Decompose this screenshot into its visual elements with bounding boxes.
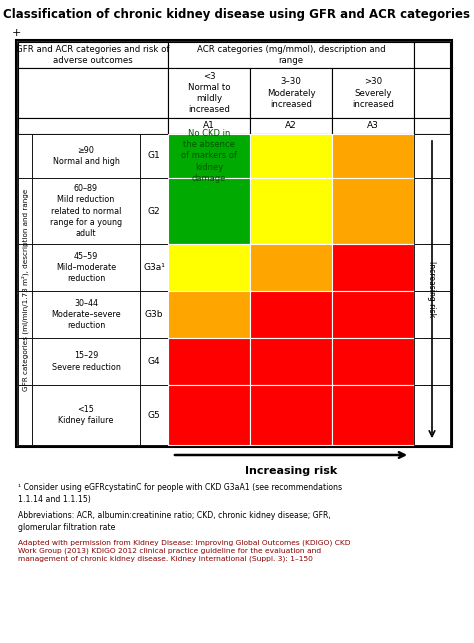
- Bar: [18, 338, 32, 385]
- Bar: [168, 178, 250, 244]
- Bar: [140, 291, 168, 338]
- Bar: [168, 68, 250, 118]
- Bar: [32, 385, 140, 445]
- Text: G5: G5: [147, 410, 160, 419]
- Bar: [414, 291, 450, 338]
- Bar: [414, 42, 450, 68]
- Text: >30
Severely
increased: >30 Severely increased: [352, 77, 394, 109]
- Bar: [140, 244, 168, 291]
- Bar: [250, 134, 332, 178]
- Bar: [32, 291, 140, 338]
- Bar: [332, 291, 414, 338]
- Bar: [168, 118, 250, 134]
- Text: Adapted with permission from Kidney Disease: Improving Global Outcomes (KDIGO) C: Adapted with permission from Kidney Dise…: [18, 539, 350, 563]
- Text: Increasing risk: Increasing risk: [428, 262, 437, 318]
- Bar: [168, 42, 414, 68]
- Bar: [18, 291, 32, 338]
- Bar: [250, 385, 332, 445]
- Bar: [332, 134, 414, 178]
- Bar: [414, 338, 450, 385]
- Text: 30–44
Moderate–severe
reduction: 30–44 Moderate–severe reduction: [51, 299, 121, 330]
- Text: G3a¹: G3a¹: [143, 263, 165, 272]
- Bar: [250, 338, 332, 385]
- Bar: [414, 68, 450, 118]
- Bar: [250, 244, 332, 291]
- Bar: [168, 385, 250, 445]
- Text: <3
Normal to
mildly
increased: <3 Normal to mildly increased: [188, 72, 230, 114]
- Bar: [18, 385, 32, 445]
- Bar: [18, 178, 32, 244]
- Text: ≥90
Normal and high: ≥90 Normal and high: [53, 146, 119, 166]
- Bar: [140, 134, 168, 178]
- Bar: [332, 68, 414, 118]
- Text: Classification of chronic kidney disease using GFR and ACR categories: Classification of chronic kidney disease…: [3, 8, 471, 21]
- Text: ACR categories (mg/mmol), description and
range: ACR categories (mg/mmol), description an…: [197, 45, 385, 65]
- Bar: [250, 118, 332, 134]
- Bar: [332, 385, 414, 445]
- Text: +: +: [12, 28, 21, 38]
- Bar: [16, 40, 452, 447]
- Bar: [332, 118, 414, 134]
- Bar: [332, 244, 414, 291]
- Bar: [32, 338, 140, 385]
- Text: No CKD in
the absence
of markers of
kidney
damage: No CKD in the absence of markers of kidn…: [181, 129, 237, 183]
- Bar: [168, 134, 250, 178]
- Bar: [18, 42, 450, 445]
- Bar: [168, 291, 250, 338]
- Bar: [32, 244, 140, 291]
- Text: A1: A1: [203, 122, 215, 131]
- Text: Increasing risk: Increasing risk: [245, 466, 337, 476]
- Bar: [414, 134, 450, 178]
- Bar: [32, 178, 140, 244]
- Bar: [18, 42, 168, 68]
- Text: GFR and ACR categories and risk of
adverse outcomes: GFR and ACR categories and risk of adver…: [16, 45, 170, 65]
- Bar: [140, 385, 168, 445]
- Text: G3b: G3b: [145, 310, 163, 319]
- Bar: [250, 178, 332, 244]
- Bar: [18, 68, 168, 118]
- Bar: [414, 118, 450, 134]
- Text: G4: G4: [148, 357, 160, 366]
- Bar: [32, 134, 140, 178]
- Text: G1: G1: [147, 152, 160, 161]
- Bar: [168, 338, 250, 385]
- Bar: [18, 244, 32, 291]
- Bar: [250, 68, 332, 118]
- Text: 3–30
Moderately
increased: 3–30 Moderately increased: [267, 77, 315, 109]
- Text: A2: A2: [285, 122, 297, 131]
- Text: ¹ Consider using eGFRcystatinC for people with CKD G3aA1 (see recommendations
1.: ¹ Consider using eGFRcystatinC for peopl…: [18, 483, 342, 504]
- Bar: [168, 244, 250, 291]
- Bar: [250, 291, 332, 338]
- Bar: [18, 118, 168, 134]
- Bar: [332, 338, 414, 385]
- Bar: [18, 134, 32, 178]
- Text: G2: G2: [148, 206, 160, 215]
- Text: A3: A3: [367, 122, 379, 131]
- Text: 15–29
Severe reduction: 15–29 Severe reduction: [52, 352, 120, 372]
- Bar: [414, 244, 450, 291]
- Text: GFR categories (ml/min/1.73 m²), description and range: GFR categories (ml/min/1.73 m²), descrip…: [21, 188, 29, 391]
- Text: <15
Kidney failure: <15 Kidney failure: [58, 405, 114, 425]
- Bar: [140, 178, 168, 244]
- Bar: [332, 178, 414, 244]
- Bar: [140, 338, 168, 385]
- Text: 45–59
Mild–moderate
reduction: 45–59 Mild–moderate reduction: [56, 252, 116, 283]
- Bar: [414, 385, 450, 445]
- Text: Abbreviations: ACR, albumin:creatinine ratio; CKD, chronic kidney disease; GFR,
: Abbreviations: ACR, albumin:creatinine r…: [18, 511, 331, 532]
- Text: 60–89
Mild reduction
related to normal
range for a young
adult: 60–89 Mild reduction related to normal r…: [50, 185, 122, 238]
- Bar: [414, 178, 450, 244]
